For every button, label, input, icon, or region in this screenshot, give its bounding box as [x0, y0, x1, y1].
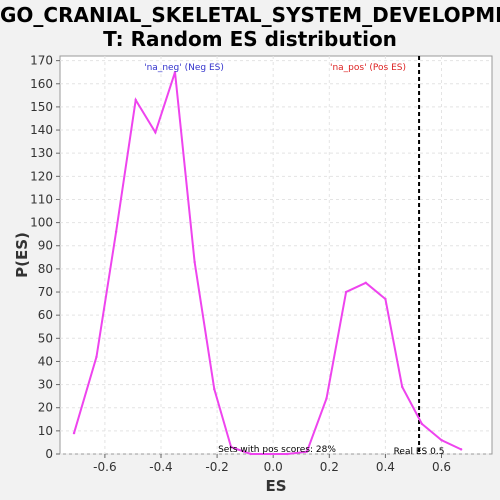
- y-tick-label: 100: [30, 216, 53, 230]
- data-point: [269, 452, 272, 456]
- data-point: [420, 422, 424, 426]
- data-point: [173, 70, 177, 74]
- x-tick-label: 0.6: [432, 460, 451, 474]
- data-point: [193, 260, 196, 264]
- x-tick-label: -0.2: [205, 460, 228, 474]
- y-tick-label: 20: [38, 401, 53, 415]
- neg-es-label: 'na_neg' (Neg ES): [144, 63, 224, 73]
- y-tick-label: 0: [45, 447, 53, 461]
- data-point: [344, 290, 348, 294]
- chart-title-line2: T: Random ES distribution: [103, 27, 397, 51]
- x-tick-label: 0.4: [376, 460, 395, 474]
- y-tick-label: 10: [38, 424, 53, 438]
- real-es-label: Real ES 0.5: [394, 447, 445, 457]
- data-point: [154, 131, 157, 134]
- x-tick-label: -0.4: [149, 460, 172, 474]
- data-point: [364, 281, 367, 284]
- y-tick-label: 140: [30, 123, 53, 137]
- data-point: [440, 438, 443, 442]
- data-point: [72, 431, 76, 435]
- data-point: [114, 230, 118, 234]
- y-tick-label: 40: [38, 354, 53, 368]
- y-axis-label: P(ES): [13, 232, 31, 278]
- data-point: [229, 445, 233, 449]
- y-tick-label: 30: [38, 378, 53, 392]
- pos-es-label: 'na_pos' (Pos ES): [330, 63, 406, 73]
- y-tick-label: 150: [30, 100, 53, 114]
- y-tick-label: 170: [30, 54, 53, 68]
- y-tick-label: 80: [38, 262, 53, 276]
- data-point: [286, 452, 289, 456]
- x-tick-label: 0.2: [320, 460, 339, 474]
- data-point: [95, 355, 98, 359]
- data-point: [213, 388, 216, 391]
- y-tick-label: 160: [30, 77, 53, 91]
- y-tick-label: 70: [38, 285, 53, 299]
- data-point: [134, 98, 137, 102]
- data-point: [325, 397, 328, 400]
- data-point: [305, 450, 309, 453]
- y-tick-label: 50: [38, 331, 53, 345]
- data-point: [384, 297, 387, 301]
- y-tick-label: 60: [38, 308, 53, 322]
- data-point: [401, 385, 404, 389]
- x-tick-label: 0.0: [264, 460, 283, 474]
- x-tick-label: -0.6: [93, 460, 116, 474]
- data-point: [459, 448, 463, 451]
- y-tick-label: 120: [30, 169, 53, 183]
- y-tick-label: 90: [38, 239, 53, 253]
- pos-scores-note: Sets with pos scores: 28%: [218, 445, 336, 455]
- x-axis: -0.6 -0.4 -0.2 0.0 0.2 0.4 0.6: [93, 454, 451, 474]
- y-tick-label: 110: [30, 192, 53, 206]
- y-axis: 0 10 20 30 40 50 60 70 80 90 100 110 120 130 140 150 160…: [30, 54, 60, 461]
- x-axis-label: ES: [265, 477, 286, 495]
- chart-title-line1: GO_CRANIAL_SKELETAL_SYSTEM_DEVELOPMEN: [0, 3, 500, 27]
- data-point: [249, 452, 252, 456]
- series-points: [72, 70, 463, 456]
- plot-area: [59, 55, 493, 455]
- y-tick-label: 130: [30, 146, 53, 160]
